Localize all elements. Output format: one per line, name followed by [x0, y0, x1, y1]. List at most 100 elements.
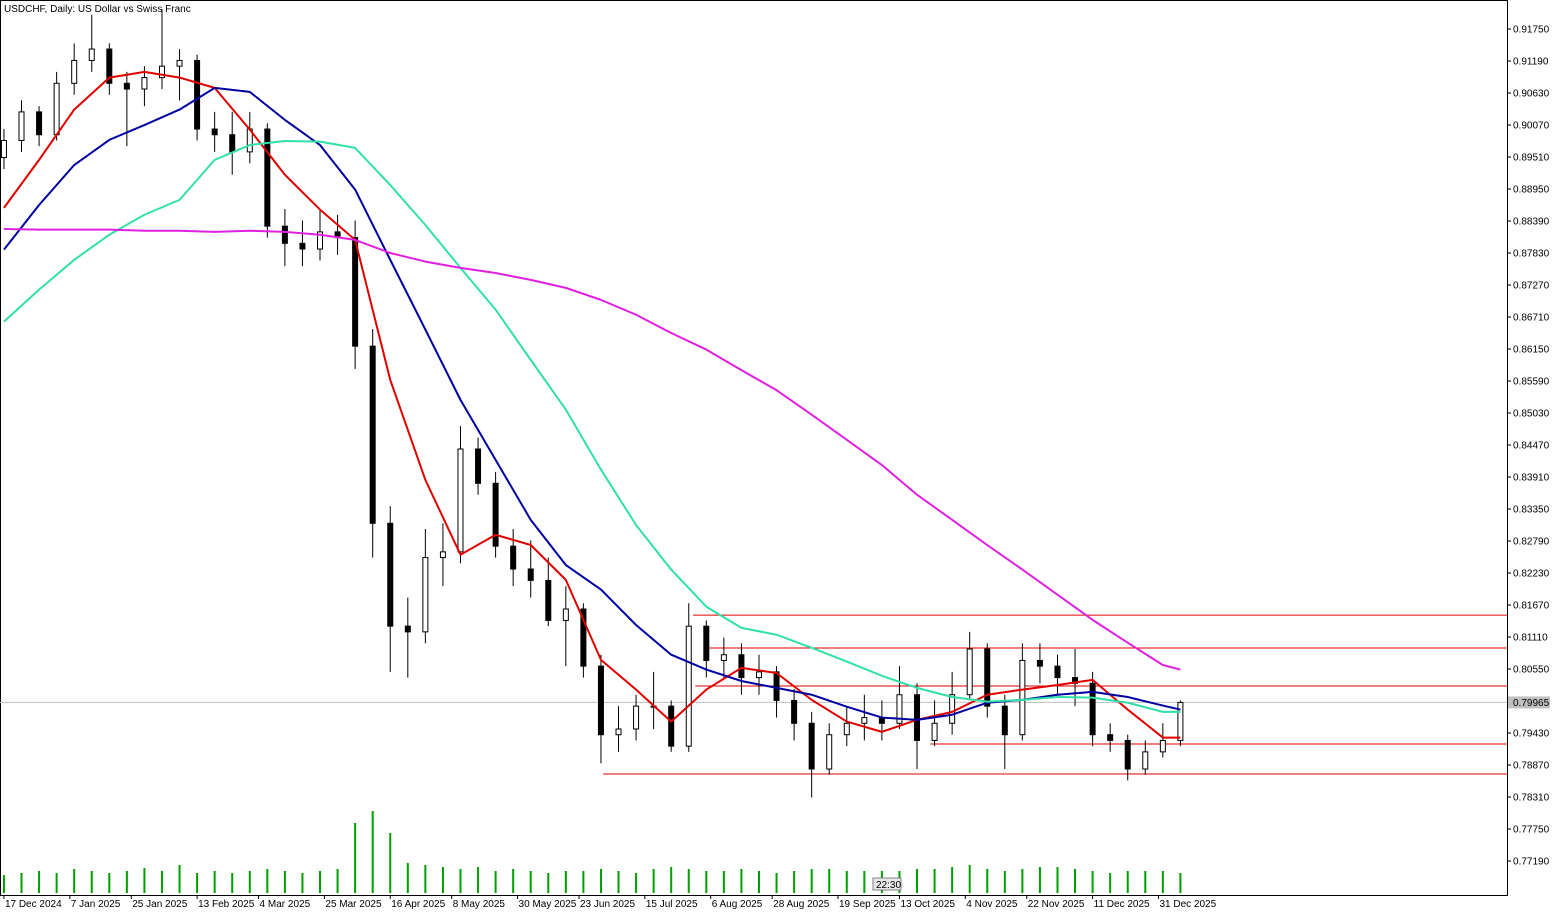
- x-tick-label: 31 Dec 2025: [1159, 899, 1216, 910]
- y-tick-label: 0.77190: [1513, 857, 1550, 868]
- volume-bar: [529, 871, 532, 893]
- x-tick-label: 6 Aug 2025: [712, 899, 763, 910]
- volume-bar: [441, 867, 444, 893]
- volume-bar: [1038, 867, 1041, 893]
- candle-body: [352, 237, 359, 347]
- last-price-label: 0.79965: [1513, 698, 1550, 709]
- candle-body: [668, 705, 675, 747]
- volume-bar: [863, 871, 866, 893]
- volume-bar: [354, 823, 357, 893]
- last-price-box: [1508, 696, 1550, 709]
- candle-body: [141, 77, 148, 90]
- volume-bar: [55, 873, 58, 893]
- candle-body: [317, 231, 324, 250]
- x-tick-label: 25 Mar 2025: [325, 899, 382, 910]
- volume-bar: [547, 873, 550, 893]
- volume-bar: [389, 833, 392, 893]
- candle-body: [1177, 701, 1184, 741]
- candle-body: [158, 65, 165, 79]
- candle-body: [281, 225, 288, 244]
- candle-body: [1124, 739, 1131, 770]
- candle-body: [422, 557, 429, 633]
- candle-body: [194, 59, 201, 130]
- candle-body: [773, 671, 780, 701]
- volume-bar: [968, 865, 971, 893]
- volume-bar: [90, 871, 93, 893]
- candle-body: [123, 82, 130, 90]
- y-tick-label: 0.81670: [1513, 601, 1550, 612]
- candle-body: [984, 648, 991, 707]
- moving-average-line: [3, 70, 1181, 739]
- candle-body: [492, 482, 499, 547]
- volume-bar: [477, 867, 480, 893]
- volume-bar: [1144, 871, 1147, 893]
- candle-body: [475, 448, 482, 484]
- candle-body: [439, 551, 446, 559]
- volume-bar: [143, 868, 146, 893]
- volume-bar: [108, 873, 111, 893]
- y-tick-label: 0.80550: [1513, 665, 1550, 676]
- plot-area: [0, 0, 1508, 896]
- volume-bar: [73, 869, 76, 893]
- volume-bar: [670, 867, 673, 893]
- volume-bar: [828, 869, 831, 893]
- candle-body: [527, 568, 534, 581]
- candle-body: [562, 608, 569, 621]
- volume-bar: [125, 871, 128, 893]
- volume-bar: [599, 869, 602, 893]
- volume-bar: [617, 871, 620, 893]
- volume-bar: [301, 873, 304, 893]
- volume-bar: [916, 869, 919, 893]
- volume-bar: [564, 871, 567, 893]
- y-tick-label: 0.85590: [1513, 377, 1550, 388]
- x-tick-label: 19 Sep 2025: [839, 899, 896, 910]
- y-tick-label: 0.88950: [1513, 185, 1550, 196]
- candle-body: [703, 625, 710, 661]
- x-tick-label: 25 Jan 2025: [132, 899, 187, 910]
- candle-body: [685, 625, 692, 747]
- candle-body: [808, 722, 815, 770]
- y-tick-label: 0.77750: [1513, 825, 1550, 836]
- y-tick-label: 0.90630: [1513, 89, 1550, 100]
- x-tick-label: 15 Jul 2025: [646, 899, 698, 910]
- volume-bar: [705, 871, 708, 893]
- candle-body: [966, 648, 973, 696]
- timer-label: 22:30: [876, 880, 901, 891]
- candle-body: [71, 59, 78, 84]
- volume-bar: [740, 869, 743, 893]
- volume-bar: [424, 865, 427, 893]
- candle-body: [176, 59, 183, 67]
- candle-body: [949, 694, 956, 724]
- x-tick-label: 28 Aug 2025: [773, 899, 830, 910]
- candle-body: [106, 48, 113, 84]
- y-tick-label: 0.81110: [1513, 633, 1548, 644]
- volume-bar: [1021, 869, 1024, 893]
- x-tick-label: 13 Oct 2025: [900, 899, 955, 910]
- candle-body: [299, 242, 306, 250]
- candle-body: [1107, 734, 1114, 741]
- candle-body: [914, 694, 921, 741]
- y-tick-label: 0.91750: [1513, 25, 1550, 36]
- candle-body: [1159, 739, 1166, 753]
- volume-bar: [20, 873, 23, 893]
- candle-body: [264, 128, 271, 227]
- y-tick-label: 0.88390: [1513, 217, 1550, 228]
- chart-title: USDCHF, Daily: US Dollar vs Swiss Franc: [4, 4, 191, 15]
- candle-body: [738, 654, 745, 679]
- volume-bar: [775, 873, 778, 893]
- y-tick-label: 0.84470: [1513, 441, 1550, 452]
- candle-body: [229, 134, 236, 153]
- volume-bar: [248, 871, 251, 893]
- volume-bar: [231, 873, 234, 893]
- volume-bar: [1179, 873, 1182, 893]
- candle-body: [633, 705, 640, 730]
- x-tick-label: 22 Nov 2025: [1028, 899, 1085, 910]
- y-tick-label: 0.87830: [1513, 249, 1550, 260]
- candle-body: [457, 448, 464, 553]
- y-tick-label: 0.78870: [1513, 761, 1550, 772]
- volume-bar: [722, 871, 725, 893]
- volume-bar: [2, 875, 5, 893]
- volume-bar: [951, 867, 954, 893]
- y-tick-label: 0.91190: [1513, 57, 1549, 68]
